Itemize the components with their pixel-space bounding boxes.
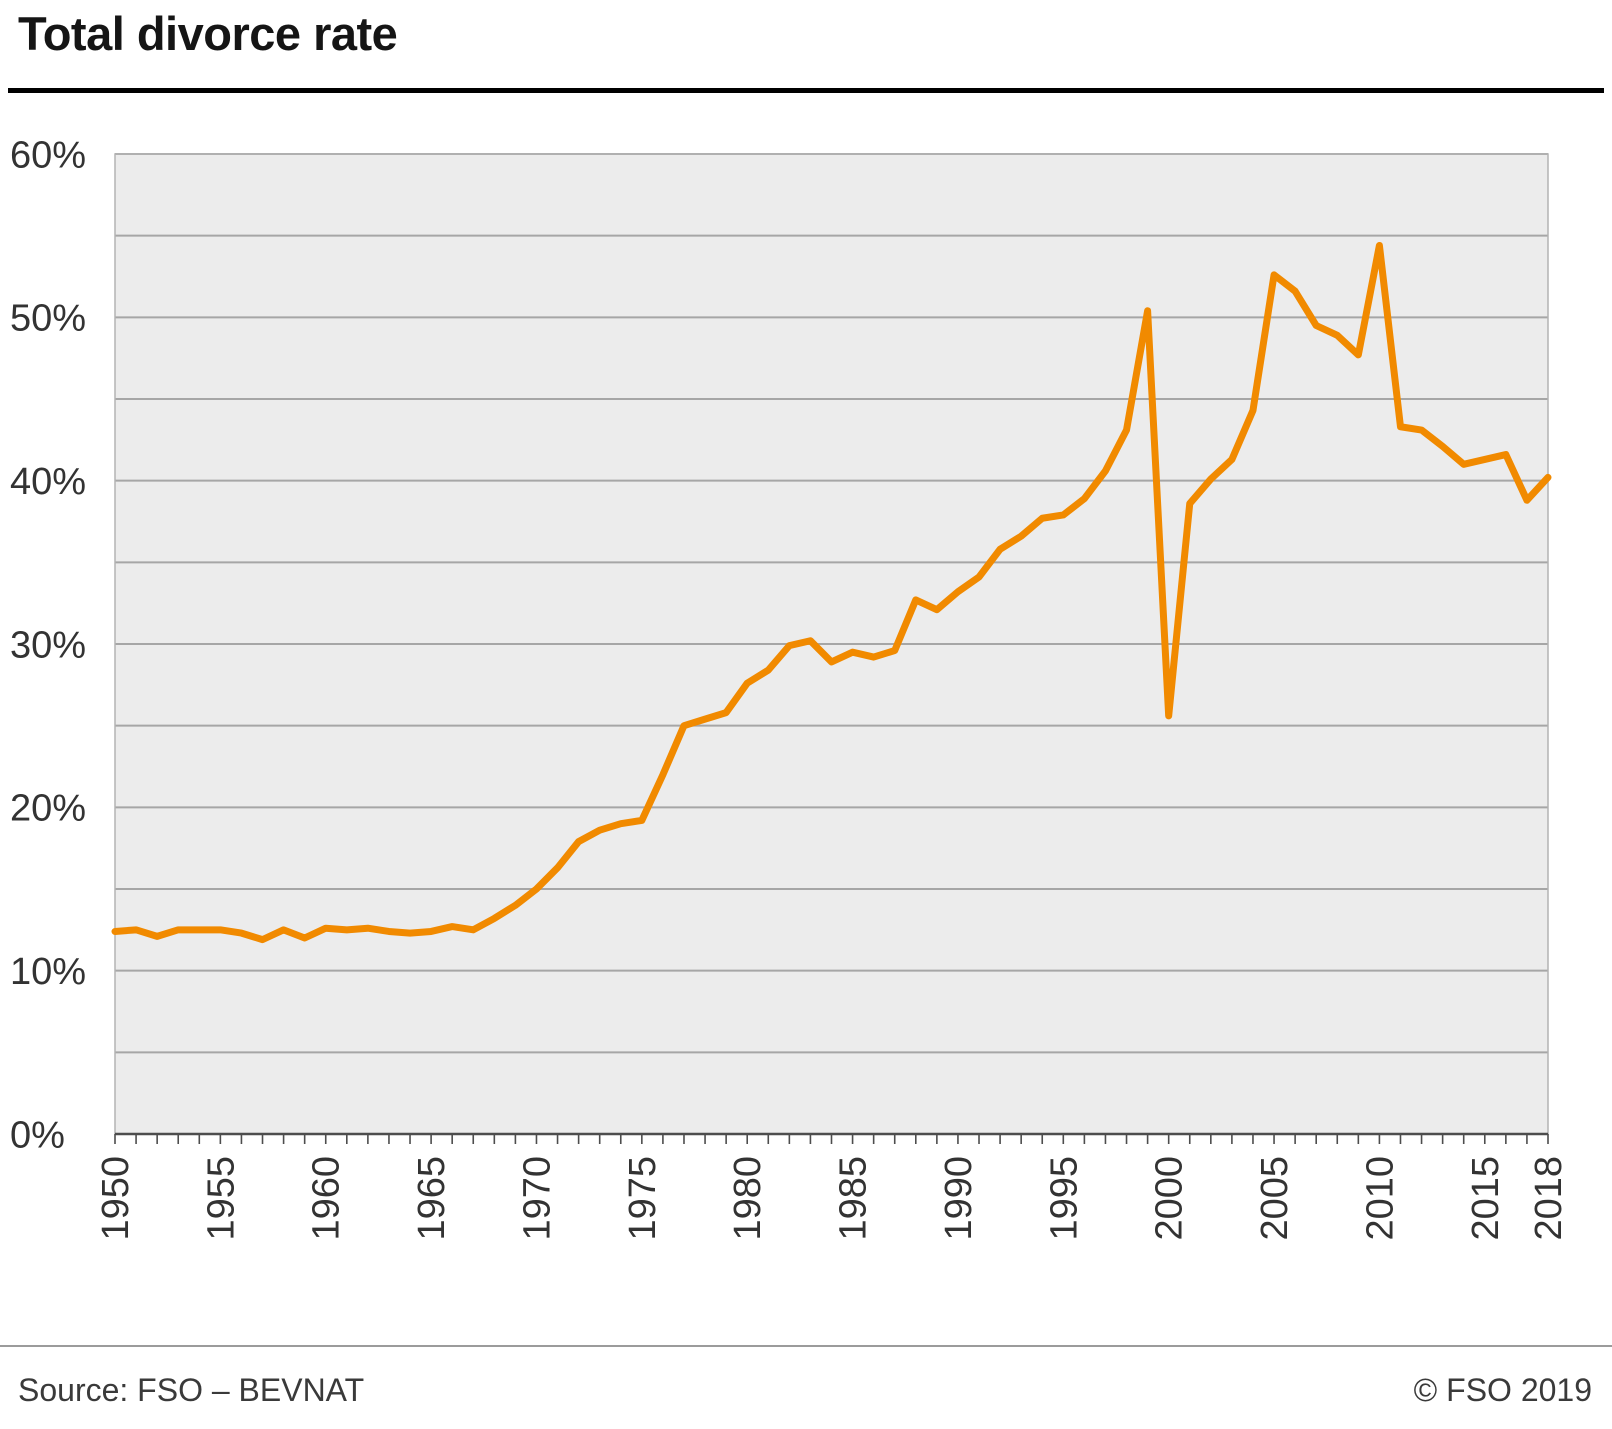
x-tick-label: 1980 bbox=[727, 1156, 769, 1241]
y-tick-label: 30% bbox=[10, 624, 86, 666]
x-tick-label: 1950 bbox=[95, 1156, 137, 1241]
x-tick-label: 1995 bbox=[1043, 1156, 1085, 1241]
x-tick-label: 1985 bbox=[833, 1156, 875, 1241]
y-tick-label: 50% bbox=[10, 298, 86, 340]
title-divider bbox=[8, 88, 1604, 93]
x-tick-label: 1975 bbox=[622, 1156, 664, 1241]
y-tick-label: 20% bbox=[10, 788, 86, 830]
footer-copyright: © FSO 2019 bbox=[1413, 1372, 1592, 1408]
x-tick-label: 1960 bbox=[306, 1156, 348, 1241]
x-tick-label: 2005 bbox=[1254, 1156, 1296, 1241]
x-tick-label: 1970 bbox=[516, 1156, 558, 1241]
chart-title: Total divorce rate bbox=[18, 7, 398, 60]
x-tick-label: 2000 bbox=[1149, 1156, 1191, 1241]
footer-divider bbox=[0, 1345, 1612, 1347]
y-tick-label: 0% bbox=[10, 1114, 65, 1156]
x-tick-label: 1955 bbox=[200, 1156, 242, 1241]
x-tick-label: 2018 bbox=[1528, 1156, 1570, 1241]
series-line-total-divorce-rate bbox=[111, 241, 1552, 944]
x-tick-label: 2015 bbox=[1465, 1156, 1507, 1241]
footer-source: Source: FSO – BEVNAT bbox=[18, 1372, 365, 1408]
y-tick-label: 40% bbox=[10, 461, 86, 503]
y-tick-label: 60% bbox=[10, 134, 86, 176]
y-tick-label: 10% bbox=[10, 951, 86, 993]
divorce-rate-chart: 0% 10% 20% 30% 40% 50% 60% 1950 1955 1960 1965 1970… bbox=[10, 134, 1570, 1241]
x-tick-label: 1965 bbox=[411, 1156, 453, 1241]
x-tick-label: 1990 bbox=[938, 1156, 980, 1241]
x-tick-label: 2010 bbox=[1359, 1156, 1401, 1241]
